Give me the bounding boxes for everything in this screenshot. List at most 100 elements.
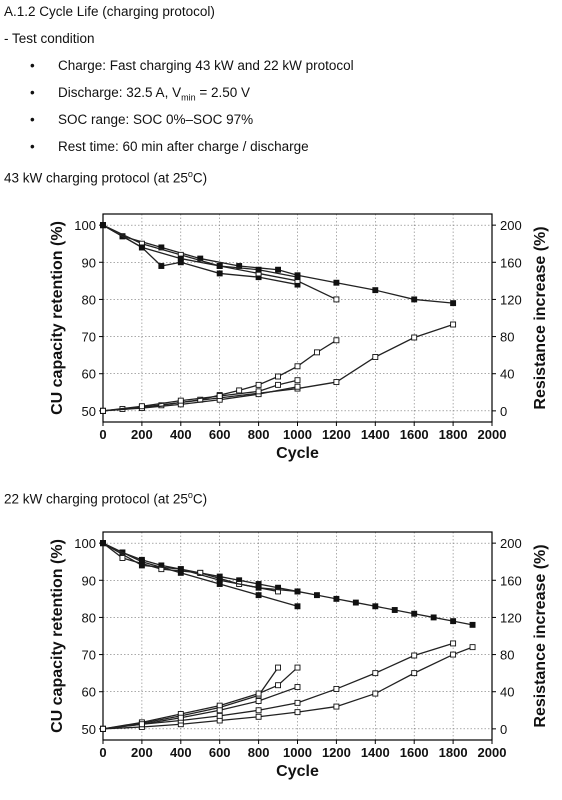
x-tick-label: 1400 xyxy=(361,745,390,760)
capacity-data-point xyxy=(294,274,301,281)
capacity-data-point xyxy=(333,296,340,303)
resistance-data-point xyxy=(333,337,340,344)
bullet-dot-icon: • xyxy=(30,58,35,73)
section-heading: A.1.2 Cycle Life (charging protocol) xyxy=(4,4,215,19)
resistance-data-point xyxy=(255,388,262,395)
capacity-data-point xyxy=(372,603,379,610)
y2-tick-label: 0 xyxy=(500,404,507,419)
y-tick-label: 90 xyxy=(82,255,96,270)
y2-tick-label: 80 xyxy=(500,330,514,345)
capacity-data-point xyxy=(138,562,145,569)
capacity-data-point xyxy=(216,577,223,584)
bullet-item: • Rest time: 60 min after charge / discha… xyxy=(30,139,309,154)
capacity-data-point xyxy=(314,592,320,599)
x-tick-label: 2000 xyxy=(478,745,507,760)
y-tick-label: 80 xyxy=(82,610,96,625)
capacity-data-point xyxy=(430,614,437,621)
resistance-data-point xyxy=(294,699,301,706)
resistance-series-line xyxy=(102,667,298,730)
resistance-data-point xyxy=(294,709,301,716)
capacity-data-point xyxy=(391,607,398,613)
capacity-data-point xyxy=(255,592,262,599)
resistance-data-point xyxy=(450,640,457,647)
resistance-data-point xyxy=(372,354,379,360)
resistance-data-point xyxy=(275,682,281,689)
x-tick-label: 2000 xyxy=(478,427,507,442)
y2-tick-label: 160 xyxy=(500,573,522,588)
y-tick-label: 60 xyxy=(82,367,96,382)
x-tick-label: 1000 xyxy=(283,427,312,442)
capacity-data-point xyxy=(100,540,106,547)
capacity-data-point xyxy=(411,296,418,303)
y-tick-label: 50 xyxy=(82,722,96,737)
resistance-series-line xyxy=(102,667,279,730)
resistance-data-point xyxy=(255,707,262,714)
capacity-data-point xyxy=(138,244,145,251)
capacity-data-point xyxy=(255,266,262,273)
x-tick-label: 400 xyxy=(170,745,192,760)
x-tick-label: 600 xyxy=(209,745,231,760)
y2-tick-label: 40 xyxy=(500,685,514,700)
caption-text: 43 kW charging protocol (at 25 xyxy=(4,170,188,186)
y-tick-label: 70 xyxy=(82,330,96,345)
capacity-data-point xyxy=(450,300,457,307)
chart-22kw: 0 200 400 600 800 1000 1200 1400 1600 1800 2000506… xyxy=(49,531,549,780)
y2-axis-title: Resistance increase (%) xyxy=(532,226,549,409)
resistance-data-point xyxy=(255,713,262,720)
caption-text-suffix: C) xyxy=(192,170,208,186)
capacity-data-point xyxy=(216,263,223,269)
capacity-data-point xyxy=(352,599,359,606)
y-tick-label: 70 xyxy=(82,648,96,663)
resistance-data-point xyxy=(294,363,301,370)
resistance-data-point xyxy=(100,407,106,414)
resistance-data-point xyxy=(255,690,262,697)
chart-caption: 22 kW charging protocol (at 25oC) xyxy=(4,487,207,508)
resistance-data-point xyxy=(469,644,476,651)
resistance-data-point xyxy=(294,377,301,384)
x-tick-label: 200 xyxy=(131,427,153,442)
resistance-series-line xyxy=(102,686,298,730)
capacity-data-point xyxy=(333,595,340,602)
capacity-series-line xyxy=(102,542,279,593)
resistance-series-line xyxy=(102,642,454,730)
capacity-data-point xyxy=(216,270,223,277)
bullet-text: Discharge: 32.5 A, V xyxy=(58,85,182,100)
resistance-data-point xyxy=(333,379,340,386)
capacity-series-line xyxy=(102,542,473,626)
capacity-data-point xyxy=(294,603,301,610)
resistance-data-point xyxy=(294,664,301,671)
caption-superscript: o xyxy=(187,169,193,179)
resistance-data-point xyxy=(255,698,262,704)
x-tick-label: 800 xyxy=(248,427,270,442)
resistance-data-point xyxy=(138,403,145,410)
resistance-data-point xyxy=(177,714,184,721)
bullet-dot-icon: • xyxy=(30,139,35,154)
y2-tick-label: 40 xyxy=(500,367,514,382)
bullet-text: Rest time: 60 min after charge / dischar… xyxy=(58,139,309,154)
resistance-data-point xyxy=(255,381,262,388)
resistance-data-point xyxy=(411,670,418,677)
y-tick-label: 90 xyxy=(82,573,96,588)
capacity-data-point xyxy=(177,566,184,573)
resistance-data-point xyxy=(411,652,418,659)
resistance-data-point xyxy=(100,725,106,732)
resistance-data-point xyxy=(294,383,301,390)
capacity-series-line xyxy=(102,542,298,593)
capacity-data-point xyxy=(158,263,165,269)
resistance-data-point xyxy=(294,684,301,691)
bullet-item: • Charge: Fast charging 43 kW and 22 kW p… xyxy=(30,58,354,73)
resistance-data-point xyxy=(411,334,418,341)
bullet-text: SOC range: SOC 0%–SOC 97% xyxy=(58,112,254,127)
resistance-series-line xyxy=(102,379,298,412)
chart-caption: 43 kW charging protocol (at 25oC) xyxy=(4,166,207,187)
capacity-data-point xyxy=(275,266,281,273)
resistance-data-point xyxy=(372,670,379,677)
test-condition-title: - Test condition xyxy=(4,31,95,46)
y2-axis-title: Resistance increase (%) xyxy=(532,544,549,727)
capacity-data-point xyxy=(411,610,418,617)
caption-superscript: o xyxy=(187,490,193,500)
y2-tick-label: 200 xyxy=(500,536,522,551)
resistance-series-line xyxy=(102,386,298,412)
y-axis-title: CU capacity retention (%) xyxy=(49,539,66,733)
y2-tick-label: 0 xyxy=(500,722,507,737)
